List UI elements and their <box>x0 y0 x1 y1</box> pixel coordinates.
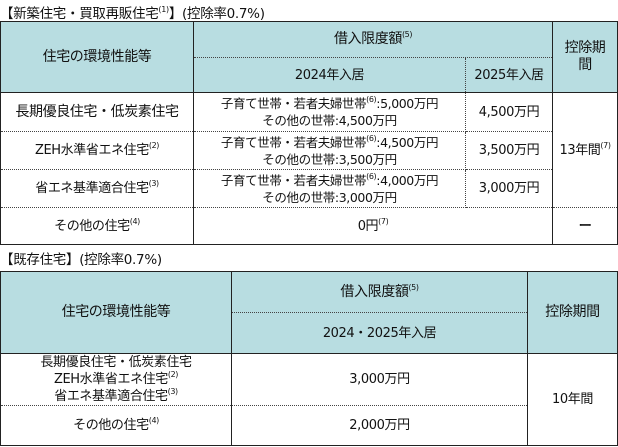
limit-2025: 4,500万円 <box>464 92 554 132</box>
header-2024: 2024年入居 <box>193 57 466 93</box>
line1: 子育て世帯・若者夫婦世帯 <box>220 134 367 150</box>
period-value: ー <box>552 207 618 245</box>
limit-2025: 3,500万円 <box>464 131 554 170</box>
header-limit: 借入限度額(5) <box>192 21 554 58</box>
new-housing-title: 【新築住宅・買取再販住宅(1)】(控除率0.7%) <box>0 2 265 23</box>
limit-value: 0円(7) <box>192 207 554 245</box>
title-tail: 】(控除率0.7%) <box>168 6 265 22</box>
footnote-ref: (1) <box>158 5 169 14</box>
new-housing-table: 住宅の環境性能等 借入限度額(5) 控除期間 2024年入居 2025年入居 長… <box>0 21 618 245</box>
row-name-text: その他の住宅 <box>54 218 130 234</box>
footnote-ref: (6) <box>366 95 377 104</box>
footnote-ref: (5) <box>408 282 419 292</box>
period-value: 10年間 <box>527 353 618 446</box>
limit-2024: 子育て世帯・若者夫婦世帯(6):4,000万円 その他の世帯:3,000万円 <box>193 169 466 208</box>
line1: 子育て世帯・若者夫婦世帯 <box>220 172 367 188</box>
footnote-ref: (4) <box>129 216 141 226</box>
footnote-ref: (5) <box>401 30 413 39</box>
row-name-text: ZEH水準省エネ住宅 <box>34 143 149 158</box>
row-name: その他の住宅(4) <box>0 207 194 245</box>
table-row: 長期優良住宅・低炭素住宅 子育て世帯・若者夫婦世帯(6):5,000万円 その他の… <box>0 92 618 208</box>
line1-value: :4,500万円 <box>376 134 439 150</box>
footnote-ref: (3) <box>148 179 160 188</box>
footnote-ref: (7) <box>378 216 389 226</box>
footnote-ref: (3) <box>167 387 179 396</box>
table-row: 省エネ基準適合住宅(3) 子育て世帯・若者夫婦世帯(6):4,000万円 その他の… <box>0 169 618 208</box>
row-name: 長期優良住宅・低炭素住宅 <box>0 92 194 132</box>
limit-2025: 3,000万円 <box>464 169 554 208</box>
table-row: ZEH水準省エネ住宅(2) 子育て世帯・若者夫婦世帯(6):4,500万円 その他… <box>0 131 618 170</box>
table-row: その他の住宅(4) 2,000万円 <box>0 405 618 446</box>
footnote-ref: (6) <box>366 171 377 181</box>
table-row: その他の住宅(4) 0円(7) ー <box>0 207 618 245</box>
header-2025: 2025年入居 <box>464 57 554 93</box>
line1-value: :4,000万円 <box>376 172 439 188</box>
header-period: 控除期間 <box>527 271 618 354</box>
header-limit: 借入限度額(5) <box>231 271 528 313</box>
line2: その他の世帯:3,500万円 <box>262 151 397 167</box>
period-value: 13年間(7) <box>552 92 618 208</box>
header-years: 2024・2025年入居 <box>231 312 528 354</box>
footnote-ref: (2) <box>167 370 179 379</box>
limit-value: 2,000万円 <box>231 405 528 446</box>
limit-value: 3,000万円 <box>231 353 528 406</box>
row-name: 長期優良住宅・低炭素住宅 ZEH水準省エネ住宅(2) 省エネ基準適合住宅(3) <box>0 353 232 406</box>
footnote-ref: (7) <box>600 140 611 150</box>
row-name-text: 長期優良住宅・低炭素住宅 <box>15 103 179 120</box>
line2: その他の世帯:3,000万円 <box>262 189 397 205</box>
header-period: 控除期間 <box>552 21 618 93</box>
row-name: その他の住宅(4) <box>0 405 232 446</box>
existing-housing-title: 【既存住宅】(控除率0.7%) <box>0 252 162 268</box>
footnote-ref: (2) <box>148 141 160 150</box>
table-row: 長期優良住宅・低炭素住宅 ZEH水準省エネ住宅(2) 省エネ基準適合住宅(3) 3,… <box>0 353 618 446</box>
header-performance: 住宅の環境性能等 <box>0 271 232 354</box>
line2: その他の世帯:4,500万円 <box>262 113 397 128</box>
row-name-text: その他の住宅 <box>73 418 149 433</box>
limit-2024: 子育て世帯・若者夫婦世帯(6):4,500万円 その他の世帯:3,500万円 <box>193 131 466 170</box>
footnote-ref: (6) <box>366 133 377 143</box>
name-line: 省エネ基準適合住宅 <box>54 389 168 404</box>
header-performance: 住宅の環境性能等 <box>0 21 194 93</box>
header-limit-text: 借入限度額 <box>340 283 409 300</box>
name-line: 長期優良住宅・低炭素住宅 <box>40 355 192 370</box>
limit-text: 0円 <box>357 218 379 234</box>
period-text: 13年間 <box>559 142 601 158</box>
row-name: 省エネ基準適合住宅(3) <box>0 169 194 208</box>
row-name-text: 省エネ基準適合住宅 <box>35 181 149 196</box>
limit-2024: 子育て世帯・若者夫婦世帯(6):5,000万円その他の世帯:4,500万円 <box>193 92 466 132</box>
existing-housing-table: 住宅の環境性能等 借入限度額(5) 控除期間 2024・2025年入居 長期優良… <box>0 271 618 446</box>
title-text: 【新築住宅・買取再販住宅 <box>0 6 159 22</box>
line1: 子育て世帯・若者夫婦世帯 <box>220 96 367 111</box>
line1-value: :5,000万円 <box>376 96 439 111</box>
footnote-ref: (4) <box>148 416 160 425</box>
header-limit-text: 借入限度額 <box>333 31 402 47</box>
name-line: ZEH水準省エネ住宅 <box>53 372 168 387</box>
row-name: ZEH水準省エネ住宅(2) <box>0 131 194 170</box>
